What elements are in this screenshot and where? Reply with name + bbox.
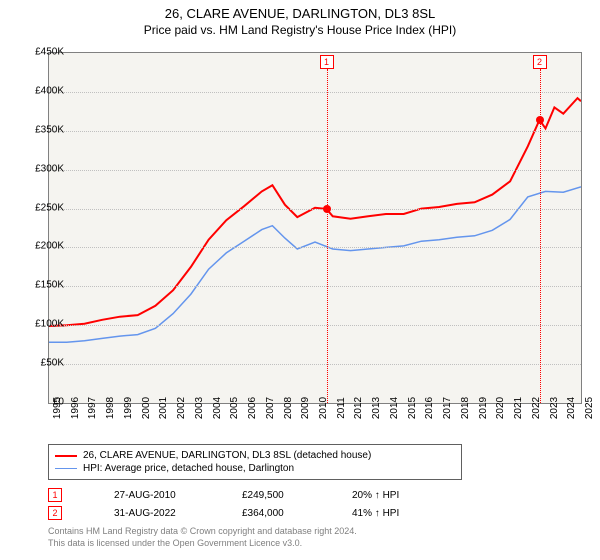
footer-attribution: Contains HM Land Registry data © Crown c… (48, 526, 357, 549)
chart-plot-area: 12 (48, 52, 582, 404)
legend-box: 26, CLARE AVENUE, DARLINGTON, DL3 8SL (d… (48, 444, 462, 480)
x-axis-label: 1997 (87, 397, 98, 419)
cell: 2 (48, 506, 114, 520)
x-axis-label: 2024 (566, 397, 577, 419)
x-axis-label: 2006 (247, 397, 258, 419)
y-axis-label: £50K (20, 358, 64, 369)
legend-swatch (55, 455, 77, 457)
x-axis-label: 2009 (300, 397, 311, 419)
x-axis-label: 1998 (105, 397, 116, 419)
sale-marker-badge: 1 (320, 55, 334, 69)
cell: 1 (48, 488, 114, 502)
cell-price: £249,500 (242, 490, 352, 501)
x-axis-label: 2020 (495, 397, 506, 419)
legend-label: 26, CLARE AVENUE, DARLINGTON, DL3 8SL (d… (83, 450, 371, 461)
table-row: 2 31-AUG-2022 £364,000 41% ↑ HPI (48, 504, 442, 522)
y-axis-label: £450K (20, 47, 64, 58)
y-axis-label: £250K (20, 202, 64, 213)
y-axis-label: £400K (20, 85, 64, 96)
footer-line: Contains HM Land Registry data © Crown c… (48, 526, 357, 538)
x-axis-label: 2007 (265, 397, 276, 419)
cell-price: £364,000 (242, 508, 352, 519)
sale-marker-line (327, 69, 328, 403)
x-axis-label: 2003 (194, 397, 205, 419)
x-axis-label: 2002 (176, 397, 187, 419)
chart-svg (49, 53, 581, 403)
y-axis-label: £300K (20, 163, 64, 174)
sale-marker-badge: 2 (533, 55, 547, 69)
series-line (49, 98, 581, 326)
x-axis-label: 2014 (389, 397, 400, 419)
marker-badge: 2 (48, 506, 62, 520)
chart-container: 26, CLARE AVENUE, DARLINGTON, DL3 8SL Pr… (0, 0, 600, 560)
x-axis-label: 2011 (336, 397, 347, 419)
x-axis-label: 2018 (460, 397, 471, 419)
x-axis-label: 2017 (442, 397, 453, 419)
x-axis-label: 2023 (549, 397, 560, 419)
x-axis-label: 2004 (212, 397, 223, 419)
y-axis-label: £100K (20, 319, 64, 330)
x-axis-label: 2016 (424, 397, 435, 419)
cell-delta: 41% ↑ HPI (352, 508, 442, 519)
x-axis-label: 2022 (531, 397, 542, 419)
title-block: 26, CLARE AVENUE, DARLINGTON, DL3 8SL Pr… (0, 0, 600, 37)
x-axis-label: 2000 (141, 397, 152, 419)
sale-marker-dot (536, 116, 544, 124)
title-subtitle: Price paid vs. HM Land Registry's House … (0, 21, 600, 37)
cell-delta: 20% ↑ HPI (352, 490, 442, 501)
title-address: 26, CLARE AVENUE, DARLINGTON, DL3 8SL (0, 6, 600, 21)
x-axis-label: 2025 (584, 397, 595, 419)
y-axis-label: £150K (20, 280, 64, 291)
x-axis-label: 1999 (123, 397, 134, 419)
legend-row: 26, CLARE AVENUE, DARLINGTON, DL3 8SL (d… (55, 449, 455, 462)
legend-label: HPI: Average price, detached house, Darl… (83, 463, 294, 474)
series-line (49, 187, 581, 342)
cell-date: 27-AUG-2010 (114, 490, 242, 501)
x-axis-label: 1995 (52, 397, 63, 419)
x-axis-label: 2005 (229, 397, 240, 419)
legend-swatch (55, 468, 77, 469)
y-axis-label: £200K (20, 241, 64, 252)
x-axis-label: 1996 (70, 397, 81, 419)
x-axis-label: 2019 (478, 397, 489, 419)
x-axis-label: 2001 (158, 397, 169, 419)
y-axis-label: £350K (20, 124, 64, 135)
footer-line: This data is licensed under the Open Gov… (48, 538, 357, 550)
sales-table: 1 27-AUG-2010 £249,500 20% ↑ HPI 2 31-AU… (48, 486, 442, 522)
x-axis-label: 2013 (371, 397, 382, 419)
cell-date: 31-AUG-2022 (114, 508, 242, 519)
table-row: 1 27-AUG-2010 £249,500 20% ↑ HPI (48, 486, 442, 504)
x-axis-label: 2015 (407, 397, 418, 419)
sale-marker-dot (323, 205, 331, 213)
marker-badge: 1 (48, 488, 62, 502)
x-axis-label: 2008 (283, 397, 294, 419)
legend-row: HPI: Average price, detached house, Darl… (55, 462, 455, 475)
x-axis-label: 2012 (353, 397, 364, 419)
x-axis-label: 2010 (318, 397, 329, 419)
x-axis-label: 2021 (513, 397, 524, 419)
